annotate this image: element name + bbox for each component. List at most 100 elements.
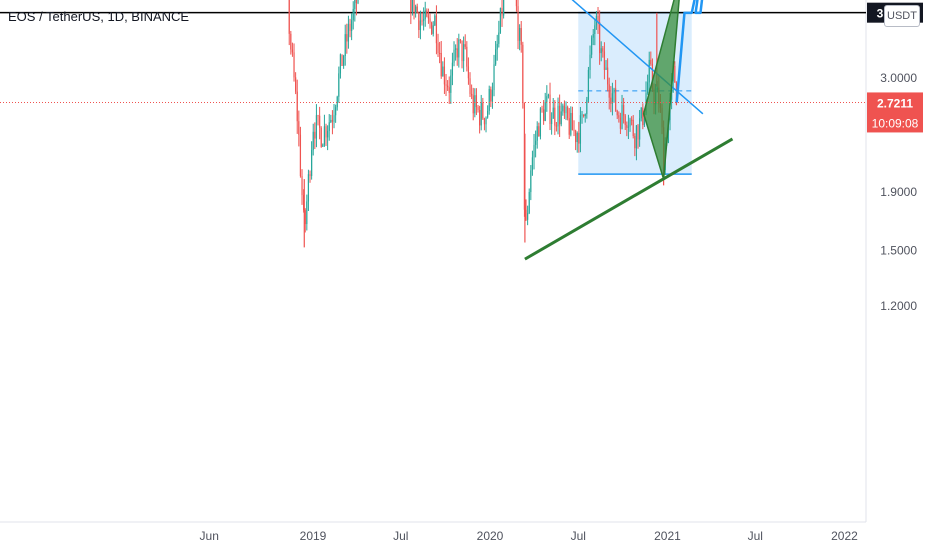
- candle-body: [480, 102, 482, 126]
- candle-body: [555, 125, 558, 127]
- x-tick-label: 2022: [831, 529, 858, 543]
- candle-body: [333, 115, 335, 122]
- candle-body: [464, 44, 466, 47]
- candle-body: [627, 126, 630, 128]
- candle-body: [426, 10, 428, 17]
- candle-body: [482, 102, 484, 119]
- candle-body: [496, 43, 498, 50]
- currency-button[interactable]: USDT: [884, 5, 920, 27]
- candle-body: [341, 54, 343, 66]
- y-tick-label: 1.5000: [880, 244, 917, 258]
- candle-body: [650, 59, 652, 64]
- candle-body: [538, 126, 540, 137]
- candle-body: [584, 114, 586, 117]
- candle-body: [613, 88, 615, 94]
- candle-body: [347, 23, 350, 42]
- candle-body: [525, 209, 527, 220]
- candle-body: [431, 22, 433, 34]
- candle-body: [536, 126, 538, 141]
- candle-body: [336, 96, 338, 108]
- candle-body: [527, 213, 529, 220]
- candle-body: [309, 174, 311, 176]
- candle-body: [349, 23, 351, 31]
- y-tick-label: 3.0000: [880, 71, 917, 85]
- candle-body: [354, 0, 356, 9]
- candle-body: [295, 77, 297, 92]
- candle-body: [301, 175, 303, 196]
- candle-body: [439, 52, 441, 54]
- candle-body: [411, 0, 414, 13]
- candle-body: [624, 115, 626, 125]
- candle-body: [488, 89, 490, 111]
- candle-body: [674, 65, 676, 83]
- candle-body: [474, 95, 476, 114]
- candle-body: [432, 25, 434, 34]
- candle-body: [469, 78, 471, 94]
- candle-body: [461, 40, 463, 62]
- y-tick-label: 1.2000: [880, 299, 917, 313]
- candle-body: [290, 33, 292, 50]
- candle-body: [600, 48, 602, 54]
- candle-body: [642, 107, 644, 126]
- candle-body: [648, 59, 650, 83]
- projection-path: [675, 0, 704, 103]
- candle-body: [323, 126, 326, 145]
- candle-body: [467, 66, 470, 79]
- candle-body: [434, 15, 436, 26]
- candle-body: [416, 6, 418, 13]
- candle-body: [616, 110, 618, 116]
- candle-body: [571, 112, 574, 131]
- candle-body: [639, 118, 641, 140]
- candle-body: [339, 54, 342, 74]
- candle-body: [557, 105, 559, 127]
- candle-body: [568, 118, 570, 135]
- candle-body: [640, 107, 642, 119]
- candle-body: [530, 170, 532, 193]
- x-tick-label: Jul: [393, 529, 408, 543]
- candle-body: [531, 157, 534, 171]
- candle-body: [338, 73, 340, 97]
- candle-body: [423, 19, 425, 21]
- candle-body: [570, 112, 572, 135]
- candle-body: [603, 51, 606, 70]
- candle-body: [594, 25, 596, 35]
- candle-body: [435, 15, 438, 44]
- x-tick-label: Jul: [748, 529, 763, 543]
- candle-body: [552, 107, 554, 119]
- x-tick-label: 2019: [300, 529, 327, 543]
- candle-body: [515, 0, 518, 7]
- candle-body: [343, 55, 345, 66]
- candle-body: [477, 107, 479, 110]
- candle-body: [455, 48, 457, 50]
- candle-body: [651, 63, 654, 89]
- candle-body: [583, 114, 585, 117]
- candle-body: [578, 133, 580, 144]
- candle-body: [331, 119, 334, 122]
- candle-body: [320, 127, 322, 147]
- candle-body: [352, 8, 354, 21]
- candle-body: [346, 34, 348, 42]
- candle-body: [544, 102, 546, 121]
- candle-body: [560, 111, 562, 125]
- candle-body: [330, 119, 332, 123]
- symbol-title: EOS / TetherUS, 1D, BINANCE: [8, 9, 190, 24]
- candle-body: [576, 133, 578, 143]
- candle-body: [551, 118, 553, 125]
- candle-body: [611, 93, 614, 104]
- candle-body: [490, 89, 492, 102]
- candle-body: [456, 48, 458, 58]
- candle-body: [503, 0, 505, 16]
- candle-body: [437, 43, 439, 53]
- candle-body: [479, 109, 481, 126]
- candle-body: [615, 88, 617, 111]
- candle-body: [296, 91, 298, 122]
- candle-body: [440, 53, 442, 77]
- candle-body: [539, 108, 542, 137]
- candle-body: [629, 119, 631, 127]
- candle-body: [448, 87, 450, 93]
- candle-body: [522, 44, 524, 103]
- candle-body: [565, 106, 567, 114]
- candle-body: [424, 10, 426, 20]
- candle-body: [335, 107, 337, 116]
